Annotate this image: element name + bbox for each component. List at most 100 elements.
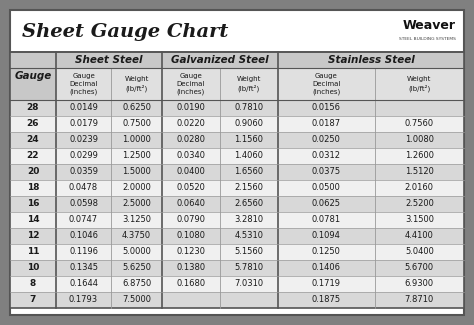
Text: 10: 10 xyxy=(27,264,39,272)
Text: 22: 22 xyxy=(27,151,39,161)
Text: 6.8750: 6.8750 xyxy=(122,280,151,289)
Bar xyxy=(162,52,278,68)
Text: 0.7810: 0.7810 xyxy=(235,103,264,112)
Text: 0.0790: 0.0790 xyxy=(176,215,206,225)
Bar xyxy=(162,68,278,100)
Bar xyxy=(10,52,56,100)
Text: 0.1719: 0.1719 xyxy=(312,280,341,289)
Text: 2.0160: 2.0160 xyxy=(405,184,434,192)
Text: 7: 7 xyxy=(30,295,36,305)
Text: 0.0220: 0.0220 xyxy=(176,120,205,128)
Text: Galvanized Steel: Galvanized Steel xyxy=(171,55,269,65)
Text: 2.5200: 2.5200 xyxy=(405,200,434,209)
Text: 2.5000: 2.5000 xyxy=(122,200,151,209)
Bar xyxy=(10,164,464,180)
Text: 6.9300: 6.9300 xyxy=(405,280,434,289)
Text: Weight
(lb/ft²): Weight (lb/ft²) xyxy=(407,76,431,92)
Bar xyxy=(10,292,464,308)
Text: Sheet Steel: Sheet Steel xyxy=(75,55,143,65)
Text: 0.0250: 0.0250 xyxy=(312,136,341,145)
Bar xyxy=(10,100,464,116)
Text: 0.0781: 0.0781 xyxy=(312,215,341,225)
Text: 0.0239: 0.0239 xyxy=(69,136,98,145)
Bar xyxy=(10,276,464,292)
Text: 8: 8 xyxy=(30,280,36,289)
Bar xyxy=(10,52,464,308)
Text: 0.1080: 0.1080 xyxy=(176,231,206,240)
Text: 3.1250: 3.1250 xyxy=(122,215,151,225)
Text: 4.4100: 4.4100 xyxy=(405,231,434,240)
Text: 1.0000: 1.0000 xyxy=(122,136,151,145)
Text: 3.1500: 3.1500 xyxy=(405,215,434,225)
Bar xyxy=(10,212,464,228)
Text: 0.7500: 0.7500 xyxy=(122,120,151,128)
Text: 2.1560: 2.1560 xyxy=(235,184,264,192)
Text: 5.1560: 5.1560 xyxy=(235,248,264,256)
Text: 0.0299: 0.0299 xyxy=(69,151,98,161)
Text: 11: 11 xyxy=(27,248,39,256)
Text: 0.0598: 0.0598 xyxy=(69,200,98,209)
Text: Gauge
Decimal
(inches): Gauge Decimal (inches) xyxy=(177,73,205,95)
Bar xyxy=(278,68,464,100)
Text: 0.0190: 0.0190 xyxy=(176,103,205,112)
Text: Gauge
Decimal
(inches): Gauge Decimal (inches) xyxy=(69,73,98,95)
Bar xyxy=(10,180,464,196)
Text: 0.1094: 0.1094 xyxy=(312,231,341,240)
Text: 2.0000: 2.0000 xyxy=(122,184,151,192)
Text: Weight
(lb/ft²): Weight (lb/ft²) xyxy=(124,76,149,92)
Bar xyxy=(10,116,464,132)
Text: 0.0500: 0.0500 xyxy=(312,184,341,192)
Text: 0.0400: 0.0400 xyxy=(176,167,205,176)
Text: 0.0747: 0.0747 xyxy=(69,215,98,225)
Text: 0.0625: 0.0625 xyxy=(312,200,341,209)
Text: 0.0359: 0.0359 xyxy=(69,167,98,176)
Text: 0.1196: 0.1196 xyxy=(69,248,98,256)
Text: 24: 24 xyxy=(27,136,39,145)
Text: 0.1250: 0.1250 xyxy=(312,248,341,256)
Bar xyxy=(10,52,464,308)
Text: 0.0375: 0.0375 xyxy=(312,167,341,176)
Text: 0.0187: 0.0187 xyxy=(312,120,341,128)
Text: 1.4060: 1.4060 xyxy=(235,151,264,161)
Text: 1.2600: 1.2600 xyxy=(405,151,434,161)
Bar xyxy=(10,196,464,212)
Text: 1.5000: 1.5000 xyxy=(122,167,151,176)
Bar xyxy=(10,228,464,244)
Text: 0.1793: 0.1793 xyxy=(69,295,98,305)
Text: 1.1560: 1.1560 xyxy=(235,136,264,145)
Text: 0.1345: 0.1345 xyxy=(69,264,98,272)
Text: 5.7810: 5.7810 xyxy=(235,264,264,272)
Text: 0.0640: 0.0640 xyxy=(176,200,206,209)
Text: 0.9060: 0.9060 xyxy=(235,120,264,128)
Text: 1.6560: 1.6560 xyxy=(235,167,264,176)
Text: 4.5310: 4.5310 xyxy=(235,231,264,240)
Text: Weaver: Weaver xyxy=(403,20,456,32)
Bar xyxy=(56,68,162,100)
Text: Sheet Gauge Chart: Sheet Gauge Chart xyxy=(22,23,228,41)
Text: 0.1230: 0.1230 xyxy=(176,248,206,256)
Text: STEEL BUILDING SYSTEMS: STEEL BUILDING SYSTEMS xyxy=(399,36,456,41)
Text: 16: 16 xyxy=(27,200,39,209)
Text: 7.5000: 7.5000 xyxy=(122,295,151,305)
Text: 0.1046: 0.1046 xyxy=(69,231,98,240)
Text: Gauge: Gauge xyxy=(14,71,52,81)
Text: 0.0149: 0.0149 xyxy=(69,103,98,112)
Text: 0.0312: 0.0312 xyxy=(312,151,341,161)
Text: 2.6560: 2.6560 xyxy=(235,200,264,209)
Text: 7.8710: 7.8710 xyxy=(405,295,434,305)
Text: 12: 12 xyxy=(27,231,39,240)
Text: 0.1380: 0.1380 xyxy=(176,264,206,272)
Text: 28: 28 xyxy=(27,103,39,112)
Bar xyxy=(10,244,464,260)
Text: 3.2810: 3.2810 xyxy=(235,215,264,225)
Text: 0.7560: 0.7560 xyxy=(405,120,434,128)
Text: 5.0400: 5.0400 xyxy=(405,248,434,256)
Text: 0.0340: 0.0340 xyxy=(176,151,206,161)
Text: 1.0080: 1.0080 xyxy=(405,136,434,145)
Text: 0.0520: 0.0520 xyxy=(176,184,205,192)
Text: 5.0000: 5.0000 xyxy=(122,248,151,256)
Text: 0.0478: 0.0478 xyxy=(69,184,98,192)
Text: 4.3750: 4.3750 xyxy=(122,231,151,240)
Text: Weight
(lb/ft²): Weight (lb/ft²) xyxy=(237,76,261,92)
Text: 26: 26 xyxy=(27,120,39,128)
